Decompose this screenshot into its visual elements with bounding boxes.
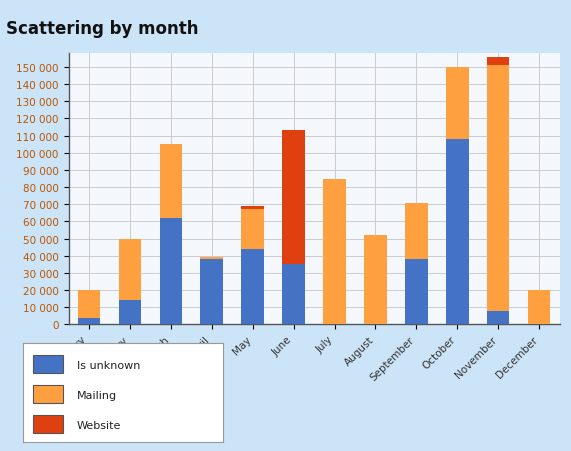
- Bar: [487, 66, 509, 311]
- Bar: [78, 290, 100, 318]
- Bar: [446, 68, 469, 140]
- Bar: [405, 260, 428, 325]
- Bar: [119, 301, 141, 325]
- FancyBboxPatch shape: [33, 386, 63, 403]
- Bar: [364, 236, 387, 325]
- Bar: [282, 131, 305, 265]
- FancyBboxPatch shape: [33, 415, 63, 433]
- Bar: [282, 265, 305, 325]
- Bar: [242, 249, 264, 325]
- Bar: [242, 210, 264, 249]
- Text: Mailing: Mailing: [77, 391, 117, 400]
- Bar: [405, 203, 428, 260]
- Bar: [200, 260, 223, 325]
- Bar: [242, 207, 264, 210]
- Bar: [119, 239, 141, 301]
- Text: Website: Website: [77, 420, 121, 430]
- Bar: [159, 219, 182, 325]
- Bar: [446, 140, 469, 325]
- Bar: [323, 179, 346, 325]
- Bar: [487, 311, 509, 325]
- Text: Is unknown: Is unknown: [77, 361, 140, 371]
- Text: Scattering by month: Scattering by month: [6, 20, 198, 38]
- Bar: [528, 290, 550, 325]
- Bar: [487, 58, 509, 66]
- Bar: [200, 258, 223, 260]
- Bar: [78, 318, 100, 325]
- FancyBboxPatch shape: [33, 356, 63, 373]
- Bar: [159, 145, 182, 219]
